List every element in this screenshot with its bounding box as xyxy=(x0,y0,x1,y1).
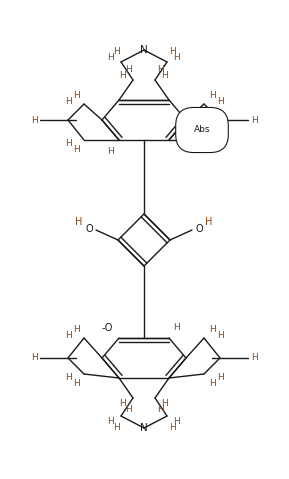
Text: O: O xyxy=(195,224,203,234)
Text: H: H xyxy=(75,217,83,227)
Text: H: H xyxy=(73,145,79,153)
Text: H: H xyxy=(251,354,257,363)
Text: H: H xyxy=(217,331,223,340)
Text: H: H xyxy=(65,331,71,340)
Text: H: H xyxy=(65,138,71,148)
Text: H: H xyxy=(120,70,126,80)
Text: H: H xyxy=(73,378,79,388)
Text: H: H xyxy=(73,324,79,333)
Text: H: H xyxy=(209,145,215,153)
Text: H: H xyxy=(162,399,168,408)
Text: H: H xyxy=(31,115,37,125)
Text: H: H xyxy=(209,378,215,388)
Text: N: N xyxy=(140,45,148,55)
Text: H: H xyxy=(120,399,126,408)
Text: H: H xyxy=(65,373,71,381)
Text: H: H xyxy=(162,70,168,80)
Text: H: H xyxy=(125,404,131,413)
Text: H: H xyxy=(217,96,223,105)
Text: H: H xyxy=(73,91,79,100)
Text: N: N xyxy=(140,423,148,433)
Text: -O: -O xyxy=(101,323,113,333)
Text: H: H xyxy=(168,422,175,432)
Text: H: H xyxy=(157,404,163,413)
Text: H: H xyxy=(205,217,213,227)
Text: H: H xyxy=(209,324,215,333)
Text: H: H xyxy=(125,65,131,73)
Text: H: H xyxy=(65,96,71,105)
Text: H: H xyxy=(157,65,163,73)
Text: Abs: Abs xyxy=(194,125,210,135)
Text: H: H xyxy=(174,53,180,61)
Text: H: H xyxy=(113,46,119,56)
Text: H: H xyxy=(174,417,180,425)
Text: H: H xyxy=(209,91,215,100)
Text: H: H xyxy=(108,53,114,61)
Text: H: H xyxy=(217,138,223,148)
Text: H: H xyxy=(108,147,114,156)
Text: H: H xyxy=(113,422,119,432)
Text: O: O xyxy=(85,224,93,234)
Text: H: H xyxy=(31,354,37,363)
Text: H: H xyxy=(217,373,223,381)
Text: H: H xyxy=(251,115,257,125)
Text: H: H xyxy=(168,46,175,56)
Text: H: H xyxy=(174,323,180,332)
Text: H: H xyxy=(108,417,114,425)
